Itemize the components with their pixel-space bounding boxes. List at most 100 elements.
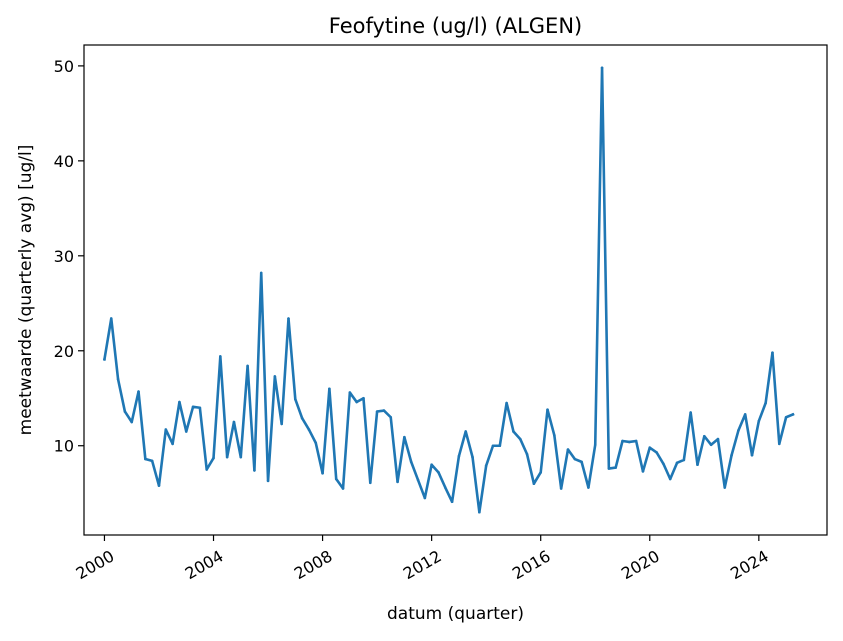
data-point: [205, 468, 208, 471]
y-tick-label: 30: [54, 247, 74, 266]
data-point: [423, 496, 427, 500]
data-point: [682, 458, 686, 462]
data-point: [164, 428, 168, 431]
data-point: [457, 454, 461, 458]
data-point: [464, 430, 468, 433]
data-point: [443, 486, 447, 489]
plot-layer: [102, 66, 795, 514]
data-point: [505, 401, 508, 405]
data-point: [532, 482, 536, 486]
data-point: [219, 355, 222, 358]
data-point: [307, 428, 311, 431]
y-axis: 10 20 30 40 50: [54, 57, 84, 456]
data-point: [573, 457, 577, 461]
data-point: [600, 66, 604, 70]
data-point: [723, 486, 727, 489]
data-point: [328, 387, 331, 391]
chart-title: Feofytine (ug/l) (ALGEN): [329, 14, 582, 38]
data-point: [614, 466, 617, 469]
data-point: [341, 487, 345, 490]
data-point: [416, 478, 420, 482]
data-point: [430, 463, 433, 467]
y-tick-label: 50: [54, 57, 74, 76]
data-point: [655, 451, 658, 454]
data-point: [389, 415, 393, 419]
data-point: [239, 455, 243, 459]
data-point: [648, 446, 652, 449]
data-point: [178, 400, 181, 404]
data-point: [484, 464, 488, 467]
data-point: [355, 400, 358, 404]
data-point: [362, 396, 365, 400]
data-point: [191, 405, 195, 409]
data-point: [437, 471, 440, 474]
data-point: [580, 460, 583, 464]
data-point: [730, 453, 733, 457]
data-point: [266, 479, 270, 483]
data-point: [334, 477, 338, 481]
y-tick-label: 10: [54, 437, 74, 456]
data-point: [784, 415, 788, 419]
data-point: [566, 448, 570, 451]
data-point: [294, 397, 297, 401]
data-point: [348, 391, 352, 394]
data-point: [675, 461, 679, 465]
data-point: [764, 401, 767, 405]
data-point: [130, 420, 134, 424]
data-point: [273, 375, 277, 378]
data-point: [757, 419, 761, 423]
data-point: [696, 463, 699, 467]
data-point: [621, 439, 624, 443]
data-point: [137, 390, 140, 393]
data-point: [321, 471, 324, 475]
data-point: [525, 452, 529, 456]
data-point: [716, 437, 720, 441]
data-point: [546, 408, 549, 411]
data-point: [184, 430, 188, 433]
data-point: [300, 416, 304, 420]
data-point: [144, 457, 147, 461]
data-point: [198, 406, 202, 410]
data-point: [109, 317, 113, 320]
data-point: [777, 442, 781, 446]
data-point: [212, 456, 215, 460]
data-point: [628, 440, 631, 444]
data-point: [232, 420, 236, 424]
data-point: [314, 441, 318, 445]
data-point: [662, 462, 665, 466]
data-point: [689, 411, 692, 414]
data-point: [123, 410, 127, 413]
data-point: [103, 358, 106, 361]
data-point: [641, 470, 645, 473]
data-point: [593, 443, 597, 447]
data-point: [737, 429, 740, 432]
data-point: [225, 455, 229, 459]
data-point: [368, 481, 372, 485]
data-point: [116, 377, 120, 381]
data-point: [587, 486, 590, 489]
y-tick-label: 40: [54, 152, 74, 171]
data-point: [396, 480, 399, 484]
data-point: [375, 410, 379, 413]
data-point: [382, 409, 386, 412]
data-point: [478, 510, 481, 514]
data-point: [750, 453, 754, 457]
y-axis-label: meetwaarde (quarterly avg) [ug/l]: [16, 145, 36, 436]
y-tick-label: 20: [54, 342, 74, 361]
data-point: [743, 413, 747, 416]
data-point: [498, 444, 502, 448]
data-point: [403, 435, 406, 439]
data-point: [259, 271, 263, 275]
data-point: [553, 433, 556, 437]
data-point: [287, 317, 290, 320]
data-point: [559, 487, 563, 490]
data-point: [409, 460, 413, 464]
data-point: [253, 469, 256, 472]
data-point: [539, 471, 543, 474]
data-point: [246, 364, 249, 368]
data-point: [491, 444, 495, 448]
data-point: [280, 422, 283, 426]
